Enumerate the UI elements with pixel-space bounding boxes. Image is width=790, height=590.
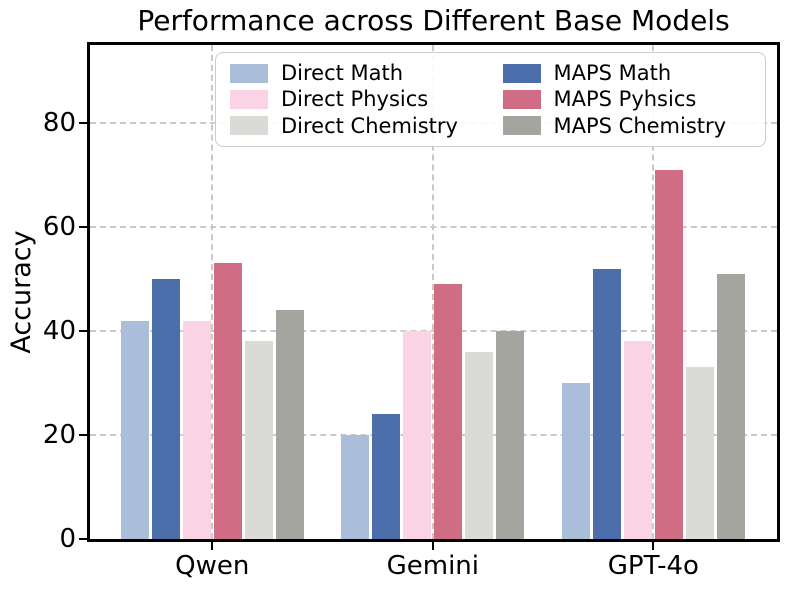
legend-swatch-icon xyxy=(230,63,268,83)
x-tick-label-Qwen: Qwen xyxy=(175,551,250,581)
bar-GPT-4o-direct-math xyxy=(561,383,590,539)
bar-group-GPT-4o xyxy=(561,45,745,539)
bar-Gemini-maps-chemistry xyxy=(496,331,525,539)
bar-Qwen-maps-math xyxy=(151,279,180,539)
plot-area: Direct Math Direct Physics Direct Chemistr… xyxy=(87,42,780,542)
bar-Gemini-maps-math xyxy=(372,414,401,539)
bar-Gemini-maps-pyhsics xyxy=(434,284,463,539)
bar-GPT-4o-maps-chemistry xyxy=(716,273,745,539)
legend-swatch-icon xyxy=(230,89,268,109)
legend-label: Direct Chemistry xyxy=(281,113,458,138)
bar-Gemini-direct-math xyxy=(341,435,370,539)
legend-swatch-icon xyxy=(230,116,268,136)
y-tick-mark-60 xyxy=(79,226,87,228)
legend-label: MAPS Chemistry xyxy=(553,113,727,138)
legend-item-maps-math: MAPS Math xyxy=(502,61,752,86)
bar-Qwen-maps-pyhsics xyxy=(213,263,242,539)
legend-swatch-icon xyxy=(502,63,541,83)
bar-Qwen-direct-chemistry xyxy=(244,341,273,539)
bar-Qwen-direct-math xyxy=(120,320,149,539)
y-tick-label-80: 80 xyxy=(42,108,76,138)
bar-GPT-4o-maps-math xyxy=(592,268,621,539)
v-gridline-Gemini xyxy=(431,45,434,539)
y-tick-mark-40 xyxy=(79,330,87,332)
legend-item-direct-math: Direct Math xyxy=(230,61,479,85)
legend-item-maps-chemistry: MAPS Chemistry xyxy=(502,113,752,138)
bar-Qwen-maps-chemistry xyxy=(275,310,304,539)
bar-GPT-4o-maps-pyhsics xyxy=(654,169,683,539)
x-tick-mark-GPT-4o xyxy=(652,542,655,550)
bar-Gemini-direct-chemistry xyxy=(465,351,494,539)
y-tick-mark-0 xyxy=(79,538,87,540)
x-tick-mark-Qwen xyxy=(211,542,214,550)
bar-GPT-4o-direct-chemistry xyxy=(685,367,714,539)
bar-group-Qwen xyxy=(120,45,304,539)
v-gridline-GPT-4o xyxy=(652,45,655,539)
legend-swatch-icon xyxy=(502,89,541,109)
y-tick-label-20: 20 xyxy=(42,420,76,450)
legend: Direct Math Direct Physics Direct Chemistr… xyxy=(215,52,766,147)
x-tick-label-GPT-4o: GPT-4o xyxy=(607,551,699,581)
v-gridline-Qwen xyxy=(211,45,214,539)
y-tick-label-0: 0 xyxy=(59,524,76,554)
bar-Qwen-direct-physics xyxy=(182,320,211,539)
legend-item-maps-pyhsics: MAPS Pyhsics xyxy=(502,87,752,112)
x-tick-label-Gemini: Gemini xyxy=(386,551,480,581)
legend-label: Direct Math xyxy=(281,61,404,86)
y-tick-label-40: 40 xyxy=(42,316,76,346)
legend-item-direct-physics: Direct Physics xyxy=(230,87,479,111)
y-tick-mark-20 xyxy=(79,434,87,436)
y-tick-mark-80 xyxy=(79,122,87,124)
legend-item-direct-chemistry: Direct Chemistry xyxy=(230,114,479,138)
legend-label: MAPS Pyhsics xyxy=(553,87,697,112)
legend-label: MAPS Math xyxy=(553,61,672,86)
legend-label: Direct Physics xyxy=(281,87,429,112)
bar-GPT-4o-direct-physics xyxy=(623,341,652,539)
y-tick-label-60: 60 xyxy=(42,212,76,242)
chart-title: Performance across Different Base Models xyxy=(137,4,730,37)
bar-group-Gemini xyxy=(341,45,525,539)
x-tick-mark-Gemini xyxy=(431,542,434,550)
bar-Gemini-direct-physics xyxy=(403,331,432,539)
legend-swatch-icon xyxy=(502,116,541,136)
